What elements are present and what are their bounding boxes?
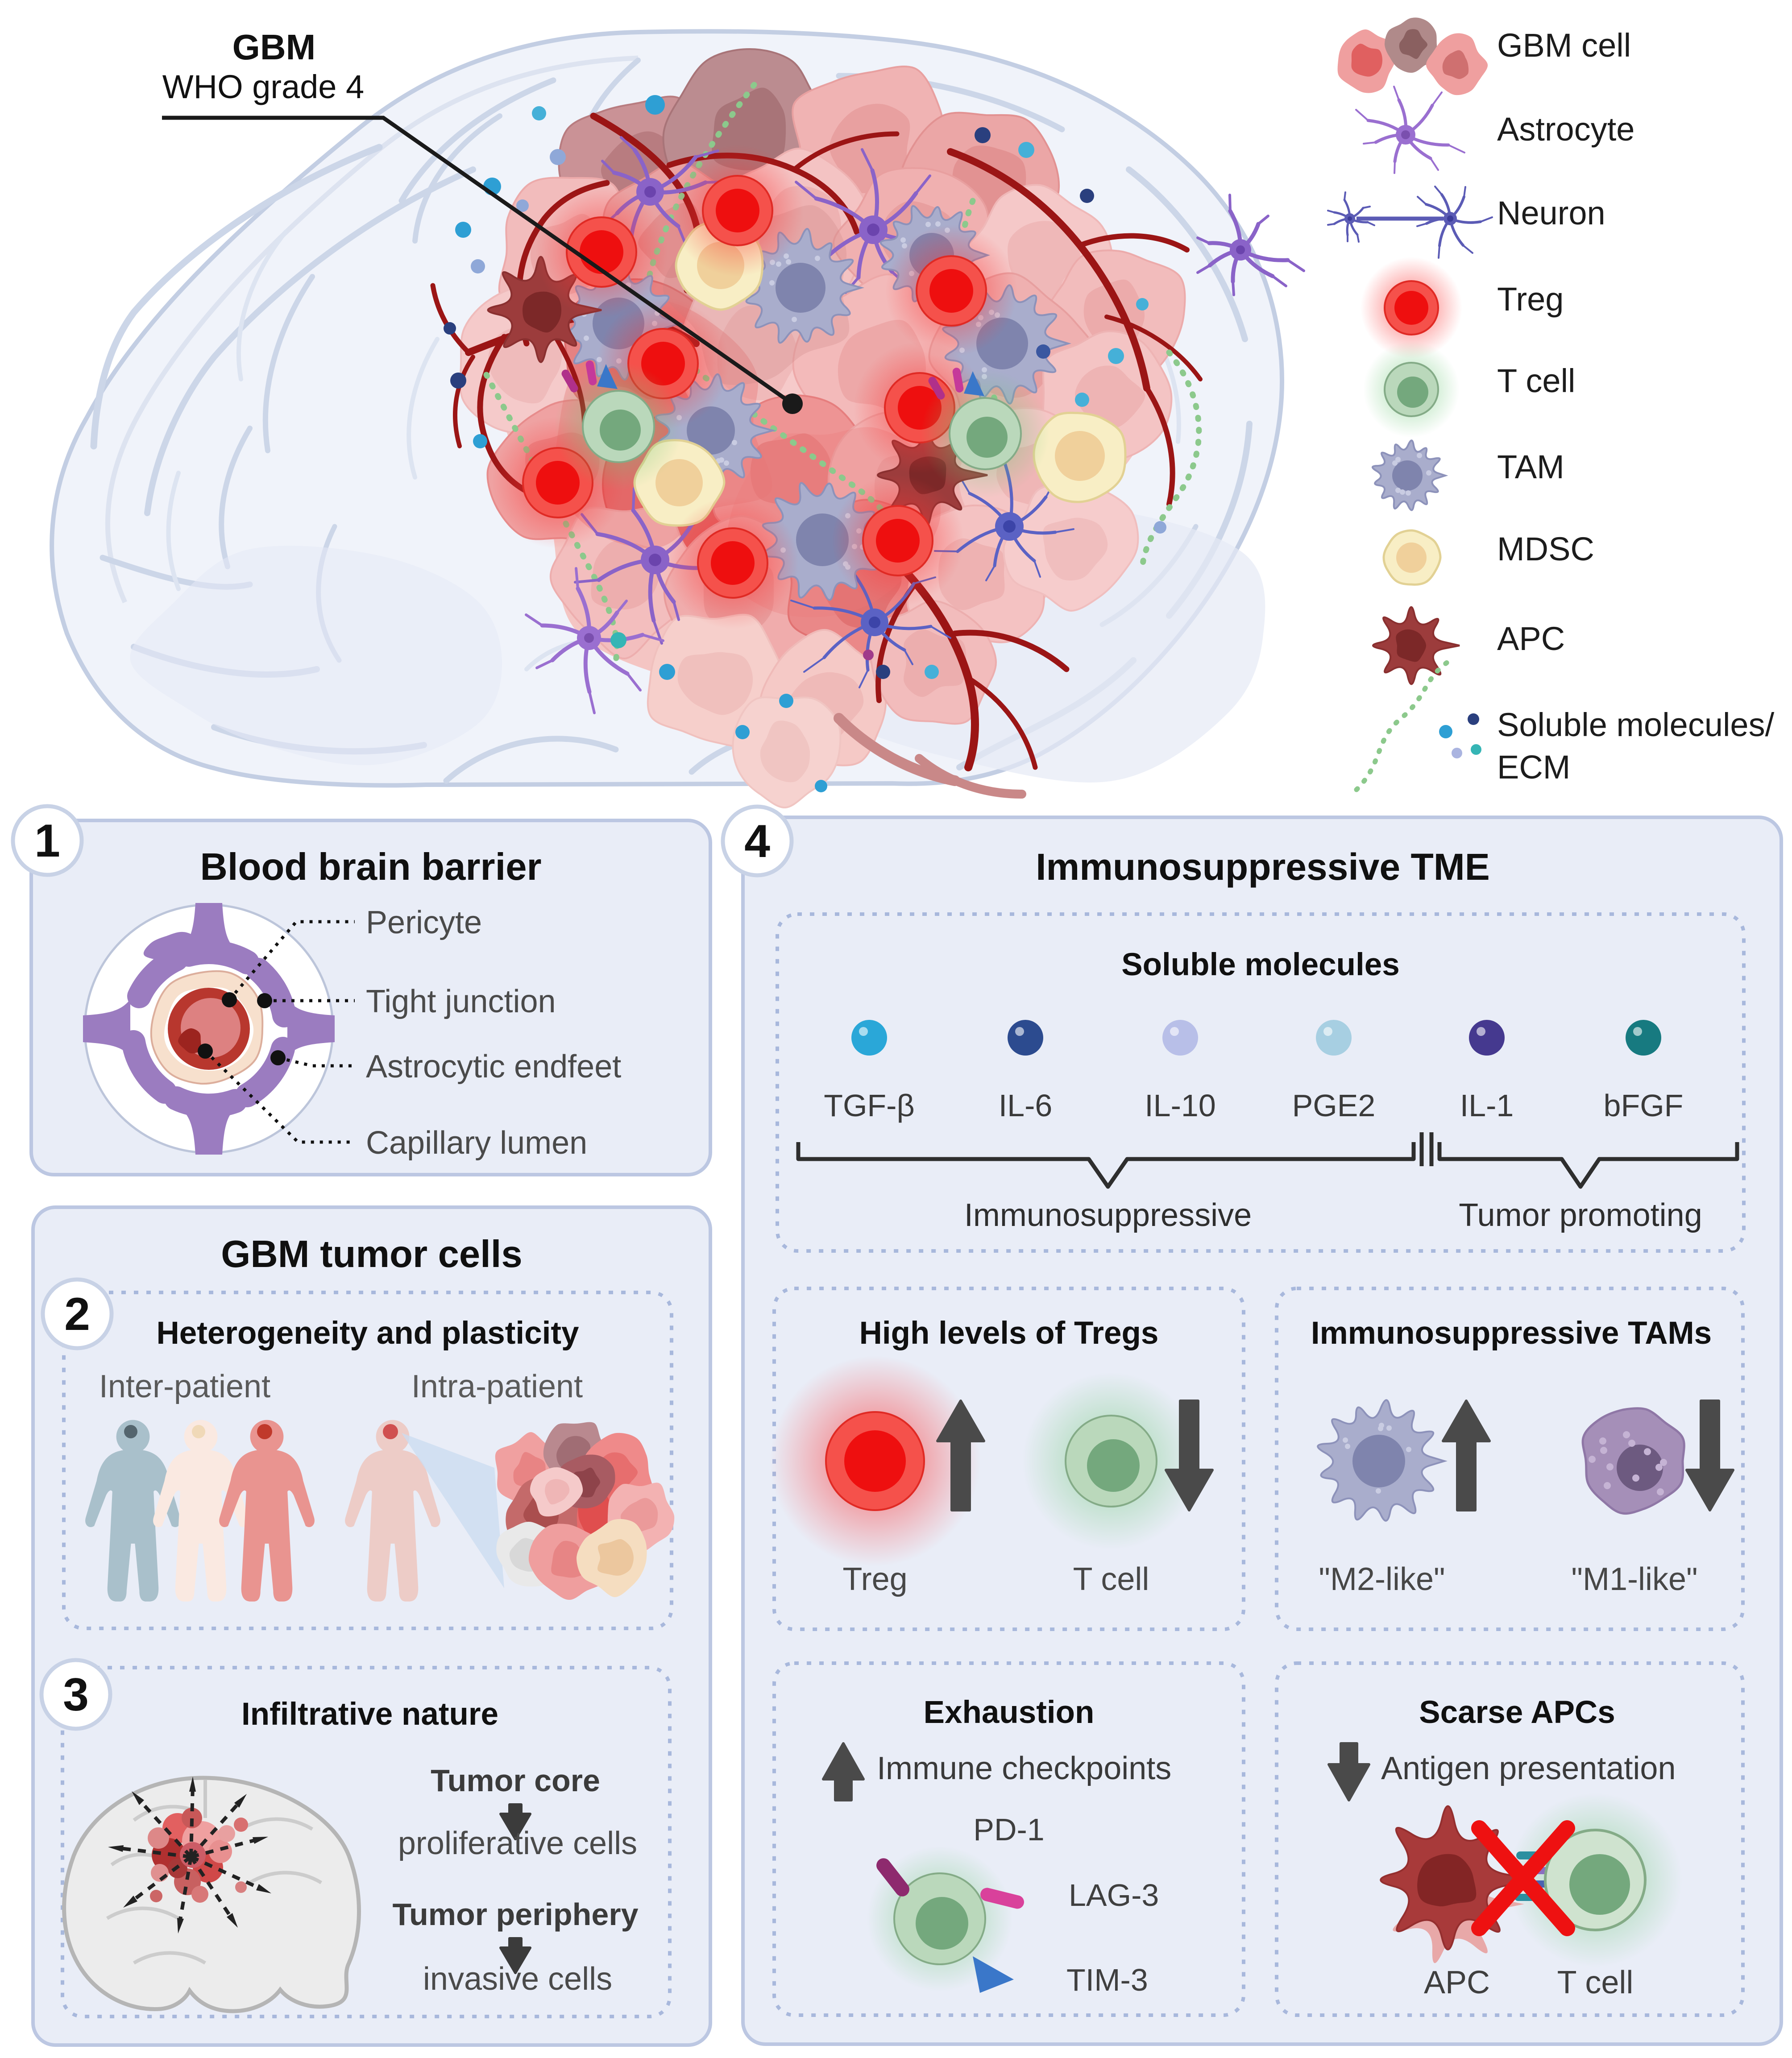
svg-text:Heterogeneity and plasticity: Heterogeneity and plasticity	[157, 1316, 579, 1351]
svg-text:Capillary lumen: Capillary lumen	[366, 1125, 587, 1161]
svg-text:4: 4	[744, 816, 770, 867]
svg-text:Antigen presentation: Antigen presentation	[1381, 1751, 1676, 1786]
svg-text:proliferative cells: proliferative cells	[398, 1826, 637, 1861]
svg-text:IL-1: IL-1	[1460, 1088, 1514, 1123]
svg-text:3: 3	[63, 1669, 89, 1721]
svg-text:Tumor periphery: Tumor periphery	[392, 1897, 638, 1932]
svg-text:Blood brain barrier: Blood brain barrier	[200, 846, 541, 888]
svg-text:TGF-β: TGF-β	[824, 1088, 915, 1123]
svg-text:ECM: ECM	[1497, 749, 1570, 786]
svg-text:PGE2: PGE2	[1292, 1088, 1376, 1123]
svg-text:Immunosuppressive TME: Immunosuppressive TME	[1036, 846, 1490, 888]
svg-text:Intra-patient: Intra-patient	[411, 1369, 583, 1404]
svg-text:TIM-3: TIM-3	[1066, 1963, 1148, 1997]
svg-text:1: 1	[34, 815, 60, 867]
svg-text:2: 2	[64, 1288, 90, 1340]
svg-text:Tumor core: Tumor core	[431, 1763, 600, 1798]
svg-text:Immunosuppressive: Immunosuppressive	[964, 1197, 1252, 1233]
svg-text:IL-10: IL-10	[1145, 1088, 1216, 1123]
svg-text:Scarse APCs: Scarse APCs	[1419, 1695, 1615, 1730]
svg-text:invasive cells: invasive cells	[423, 1961, 612, 1997]
svg-text:Neuron: Neuron	[1497, 195, 1605, 232]
svg-text:T cell: T cell	[1073, 1561, 1149, 1597]
svg-text:T cell: T cell	[1497, 362, 1575, 399]
svg-text:"M2-like": "M2-like"	[1319, 1561, 1445, 1597]
svg-text:Infiltrative nature: Infiltrative nature	[241, 1697, 498, 1732]
svg-text:Astrocytic endfeet: Astrocytic endfeet	[366, 1049, 621, 1085]
svg-text:Pericyte: Pericyte	[366, 905, 482, 940]
svg-text:Treg: Treg	[1497, 281, 1564, 318]
svg-text:High levels of Tregs: High levels of Tregs	[859, 1316, 1159, 1351]
svg-text:bFGF: bFGF	[1604, 1088, 1684, 1123]
svg-text:T cell: T cell	[1557, 1965, 1634, 2000]
svg-text:MDSC: MDSC	[1497, 530, 1594, 567]
svg-text:Exhaustion: Exhaustion	[924, 1695, 1095, 1730]
svg-text:IL-6: IL-6	[999, 1088, 1053, 1123]
svg-text:Astrocyte: Astrocyte	[1497, 111, 1634, 148]
svg-text:APC: APC	[1497, 620, 1565, 657]
svg-text:Immune checkpoints: Immune checkpoints	[877, 1751, 1171, 1786]
svg-text:GBM cell: GBM cell	[1497, 27, 1631, 64]
svg-text:APC: APC	[1424, 1965, 1490, 2000]
svg-text:PD-1: PD-1	[973, 1812, 1044, 1847]
svg-text:Soluble molecules/: Soluble molecules/	[1497, 706, 1775, 743]
svg-text:Immunosuppressive TAMs: Immunosuppressive TAMs	[1311, 1316, 1712, 1351]
svg-text:Inter-patient: Inter-patient	[99, 1369, 270, 1404]
svg-text:Soluble molecules: Soluble molecules	[1121, 947, 1399, 982]
svg-text:GBM tumor cells: GBM tumor cells	[221, 1233, 522, 1275]
svg-text:Tight junction: Tight junction	[366, 984, 556, 1019]
svg-text:TAM: TAM	[1497, 448, 1564, 485]
svg-text:GBM: GBM	[232, 27, 316, 67]
svg-text:Treg: Treg	[842, 1561, 907, 1597]
svg-text:WHO grade 4: WHO grade 4	[162, 68, 364, 105]
svg-text:Tumor promoting: Tumor promoting	[1459, 1197, 1702, 1233]
svg-text:LAG-3: LAG-3	[1069, 1878, 1159, 1913]
svg-text:"M1-like": "M1-like"	[1571, 1561, 1697, 1597]
